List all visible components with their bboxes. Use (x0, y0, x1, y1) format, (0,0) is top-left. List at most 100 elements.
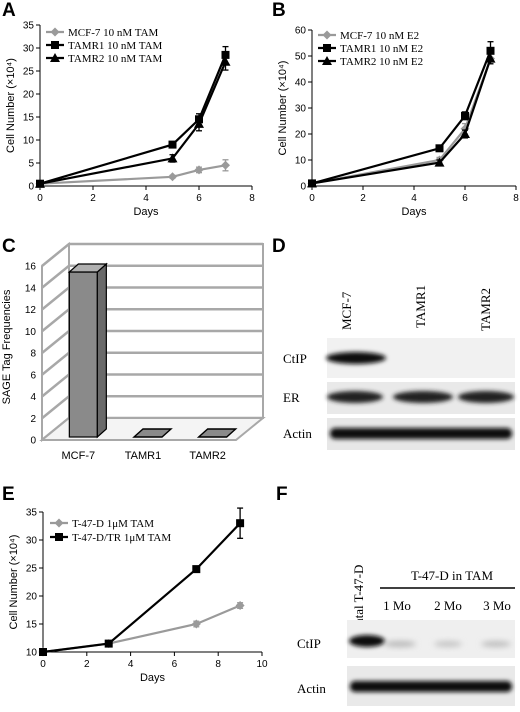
y-axis-label: Cell Number (×10⁴) (8, 535, 20, 630)
y-axis-label: Cell Number (×10⁴) (277, 61, 289, 156)
x-tick-label: 0 (37, 193, 43, 204)
x-tick-label: 2 (84, 659, 90, 670)
panel-label-a: A (2, 0, 16, 21)
blot-band (481, 641, 511, 647)
data-point (323, 44, 331, 52)
data-point (307, 178, 317, 188)
data-point (486, 46, 495, 55)
x-tick-label: 2 (360, 193, 366, 204)
legend-entry: TAMR2 10 nM E2 (318, 56, 423, 68)
legend-entry: T-47-D/TR 1μM TAM (50, 532, 171, 544)
y-tick-label: 40 (295, 78, 307, 89)
blot-band (350, 681, 512, 692)
legend-entry: MCF-7 10 nM E2 (318, 30, 419, 42)
y-tick-label: 0 (28, 182, 34, 193)
data-point (322, 56, 332, 65)
x-tick-label: 4 (411, 193, 417, 204)
data-point (236, 519, 245, 528)
y-tick-label: 5 (28, 159, 34, 170)
data-point (191, 619, 201, 629)
data-point (434, 157, 445, 167)
y-axis-label: Cell Number (×10⁴) (5, 58, 17, 153)
series-3 (307, 52, 496, 188)
data-point (104, 639, 113, 648)
blot-band (384, 641, 416, 647)
series-1 (307, 52, 495, 188)
x-tick-label: 8 (513, 193, 519, 204)
y-tick-label: 20 (23, 90, 35, 101)
series-line (42, 522, 241, 654)
series-line (39, 61, 227, 185)
data-point (435, 144, 444, 153)
blot-band (349, 635, 385, 647)
x-tick-label: 6 (462, 193, 468, 204)
data-point (322, 30, 332, 40)
series-line (311, 50, 492, 185)
blot-band (393, 391, 453, 403)
blot-d-row-label: Actin (283, 426, 312, 441)
blot-band (330, 428, 512, 439)
blot-band (326, 352, 386, 364)
x-tick-label: 2 (90, 193, 96, 204)
bar-top (132, 428, 173, 438)
series-line (311, 58, 492, 185)
data-point (194, 118, 204, 128)
y-tick-label: 0 (30, 436, 36, 447)
blot-d-lane-label: TAMR1 (413, 285, 428, 328)
bar-top (67, 263, 108, 273)
chart-e: 10 15 20 25 30 35 0 2 4 6 8 10 Days Cell Number (×10⁴… (8, 507, 268, 684)
x-axis-label: Days (140, 672, 166, 684)
blot-d-lane-label: TAMR2 (478, 288, 493, 331)
x-tick-label: 8 (249, 193, 255, 204)
legend-label: MCF-7 10 nM TAM (68, 27, 159, 39)
x-tick-label: 6 (172, 659, 178, 670)
series-2 (39, 507, 245, 656)
x-axis-label: Days (401, 206, 427, 218)
legend-entry: TAMR2 10 nM TAM (46, 53, 163, 65)
western-blot-d: MCF-7 TAMR1 TAMR2 CtIP ER Actin (283, 285, 515, 450)
legend-label: TAMR1 10 nM E2 (340, 43, 423, 55)
data-point (220, 56, 231, 66)
panel-label-f: F (276, 484, 288, 505)
series-3 (35, 52, 231, 188)
data-point (51, 41, 59, 49)
series-1 (35, 159, 230, 189)
data-point (194, 165, 204, 175)
y-tick-label: 30 (23, 44, 35, 55)
y-tick-label: 16 (25, 262, 37, 273)
x-tick-label: 6 (196, 193, 202, 204)
x-tick-label: 0 (309, 193, 315, 204)
y-tick-label: 10 (23, 136, 35, 147)
bar (196, 428, 238, 438)
data-point (50, 27, 60, 37)
data-point (168, 172, 177, 182)
blot-f-lane-label: 2 Mo (434, 598, 462, 613)
legend-label: MCF-7 10 nM E2 (340, 30, 419, 42)
data-point (50, 53, 60, 62)
series-line (39, 164, 226, 185)
data-point (461, 111, 469, 120)
y-tick-label: 12 (25, 305, 37, 316)
y-tick-label: 20 (26, 592, 38, 603)
category-label: MCF-7 (62, 450, 96, 462)
category-label: TAMR2 (189, 450, 225, 462)
y-tick-label: 6 (30, 370, 36, 381)
blot-f-group-label: T-47-D in TAM (411, 568, 493, 583)
data-point (192, 565, 201, 574)
x-tick-label: 4 (143, 193, 149, 204)
category-label: TAMR1 (125, 450, 161, 462)
legend-entry: TAMR1 10 nM TAM (46, 40, 163, 52)
legend-entry: T-47-D 1μM TAM (50, 518, 154, 530)
blot-d-lane-label: MCF-7 (339, 291, 354, 330)
x-tick-label: 10 (256, 659, 268, 670)
panel-label-e: E (2, 484, 15, 505)
blot-band (458, 391, 514, 403)
data-point (221, 160, 230, 170)
y-tick-label: 30 (295, 104, 307, 115)
blot-d-row-label: ER (283, 390, 300, 405)
bar (67, 262, 108, 439)
blot-f-lane-label: 1 Mo (383, 598, 411, 613)
y-tick-label: 30 (26, 536, 38, 547)
series-line (42, 604, 241, 654)
